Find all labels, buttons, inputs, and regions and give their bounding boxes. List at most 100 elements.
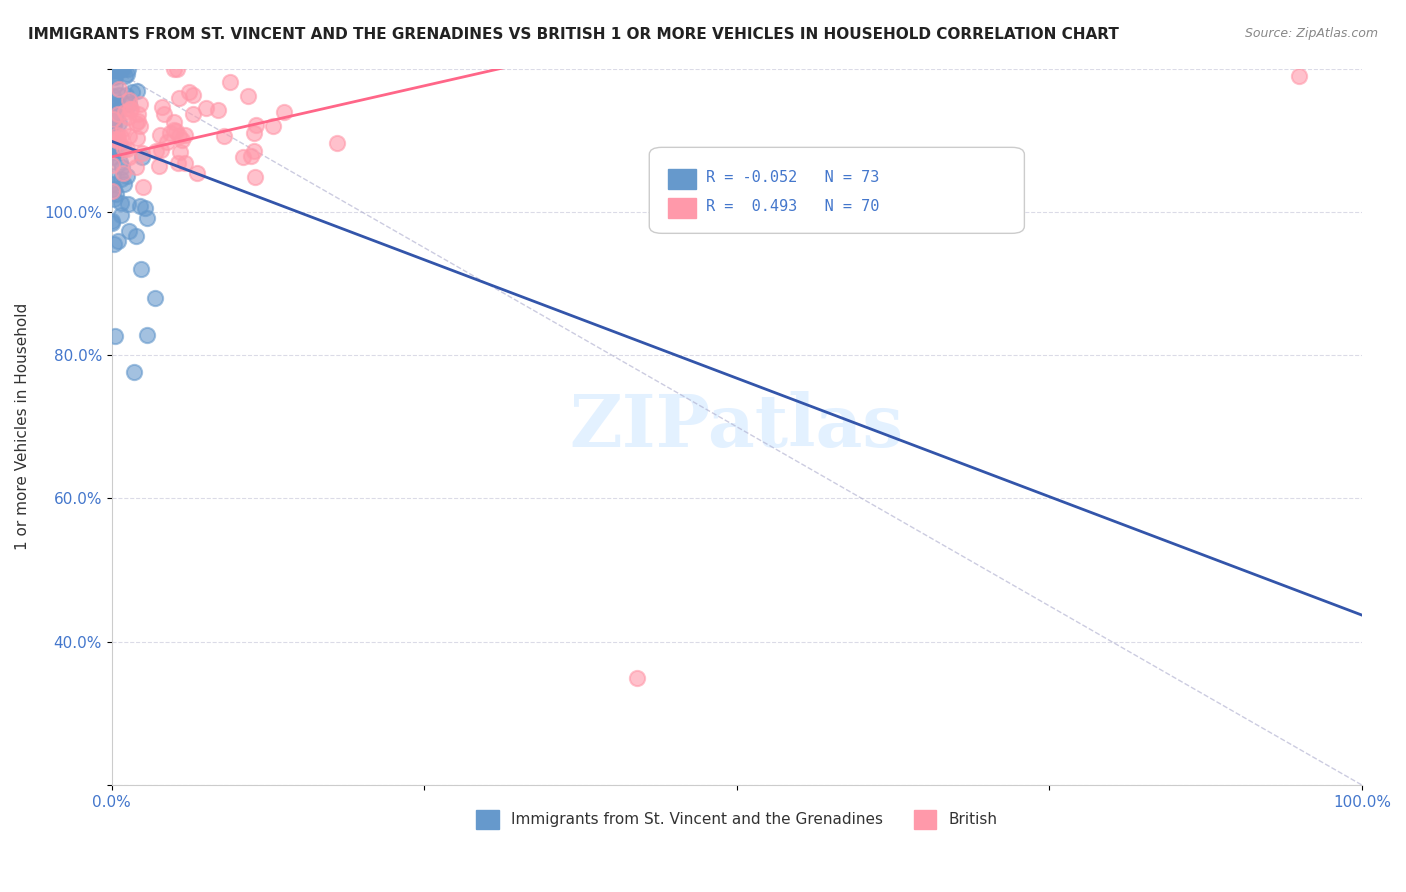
- Point: [104, 134, 127, 148]
- Point: [127, 131, 149, 145]
- Point: [101, 62, 124, 76]
- Point: [103, 99, 125, 113]
- Point: [108, 143, 131, 157]
- Point: [232, 150, 254, 164]
- Point: [236, 88, 259, 103]
- Point: [101, 216, 124, 230]
- Point: [262, 119, 284, 133]
- Point: [108, 88, 131, 103]
- Point: [110, 208, 132, 222]
- Point: [101, 116, 124, 130]
- Point: [101, 178, 124, 192]
- Point: [127, 107, 149, 121]
- Point: [107, 107, 129, 121]
- Point: [103, 237, 125, 252]
- Point: [117, 128, 139, 143]
- Point: [117, 110, 139, 124]
- Point: [101, 89, 124, 103]
- Point: [143, 291, 166, 305]
- Point: [110, 142, 132, 156]
- Point: [165, 123, 187, 137]
- Point: [101, 62, 124, 76]
- Point: [115, 169, 138, 183]
- Point: [120, 102, 142, 116]
- Point: [101, 62, 124, 76]
- Point: [127, 84, 149, 98]
- Point: [105, 103, 128, 118]
- Point: [163, 123, 186, 137]
- Point: [115, 67, 138, 81]
- Point: [105, 62, 128, 76]
- Point: [104, 62, 127, 76]
- Point: [117, 62, 139, 77]
- Point: [103, 62, 125, 76]
- Point: [114, 69, 136, 83]
- Point: [150, 100, 173, 114]
- Point: [118, 93, 141, 107]
- Point: [118, 96, 141, 111]
- Point: [131, 146, 153, 161]
- Point: [159, 126, 181, 140]
- Point: [181, 107, 204, 121]
- Point: [101, 185, 124, 199]
- Point: [135, 211, 157, 225]
- Point: [1288, 69, 1310, 83]
- Point: [110, 62, 132, 76]
- Y-axis label: 1 or more Vehicles in Household: 1 or more Vehicles in Household: [15, 303, 30, 550]
- Point: [134, 201, 156, 215]
- Point: [120, 102, 142, 116]
- Point: [112, 177, 135, 191]
- Point: [105, 97, 128, 112]
- Point: [118, 224, 141, 238]
- Point: [104, 136, 127, 150]
- Point: [112, 62, 135, 76]
- Point: [125, 116, 148, 130]
- Point: [108, 116, 131, 130]
- Point: [101, 169, 124, 184]
- Point: [103, 182, 125, 196]
- Point: [135, 327, 157, 342]
- Point: [117, 142, 139, 156]
- Point: [111, 166, 134, 180]
- Point: [101, 107, 124, 121]
- Point: [174, 128, 197, 142]
- Text: Source: ZipAtlas.com: Source: ZipAtlas.com: [1244, 27, 1378, 40]
- Point: [169, 145, 191, 160]
- Point: [195, 101, 218, 115]
- Point: [114, 104, 136, 119]
- Point: [110, 195, 132, 210]
- Point: [163, 115, 186, 129]
- Point: [219, 75, 242, 89]
- Point: [103, 62, 125, 76]
- Point: [110, 171, 132, 186]
- Point: [104, 78, 127, 93]
- Point: [243, 144, 266, 158]
- Point: [104, 62, 127, 76]
- Point: [107, 132, 129, 146]
- Point: [129, 97, 152, 112]
- Point: [122, 364, 145, 378]
- Text: R = -0.052   N = 73: R = -0.052 N = 73: [706, 170, 879, 185]
- Point: [167, 128, 190, 143]
- Point: [101, 112, 124, 126]
- Point: [245, 118, 267, 132]
- Point: [626, 671, 648, 685]
- Point: [101, 139, 124, 153]
- Point: [111, 122, 134, 136]
- Point: [107, 234, 129, 248]
- Point: [150, 143, 173, 157]
- Point: [181, 88, 204, 103]
- Text: IMMIGRANTS FROM ST. VINCENT AND THE GRENADINES VS BRITISH 1 OR MORE VEHICLES IN : IMMIGRANTS FROM ST. VINCENT AND THE GREN…: [28, 27, 1119, 42]
- Point: [104, 70, 127, 85]
- Point: [156, 135, 179, 149]
- Point: [207, 103, 229, 118]
- Point: [167, 91, 190, 105]
- Point: [128, 198, 150, 212]
- Point: [273, 104, 295, 119]
- Point: [163, 62, 186, 76]
- Point: [108, 62, 131, 76]
- Point: [129, 119, 152, 133]
- Point: [104, 62, 127, 76]
- Point: [101, 214, 124, 228]
- Point: [243, 127, 266, 141]
